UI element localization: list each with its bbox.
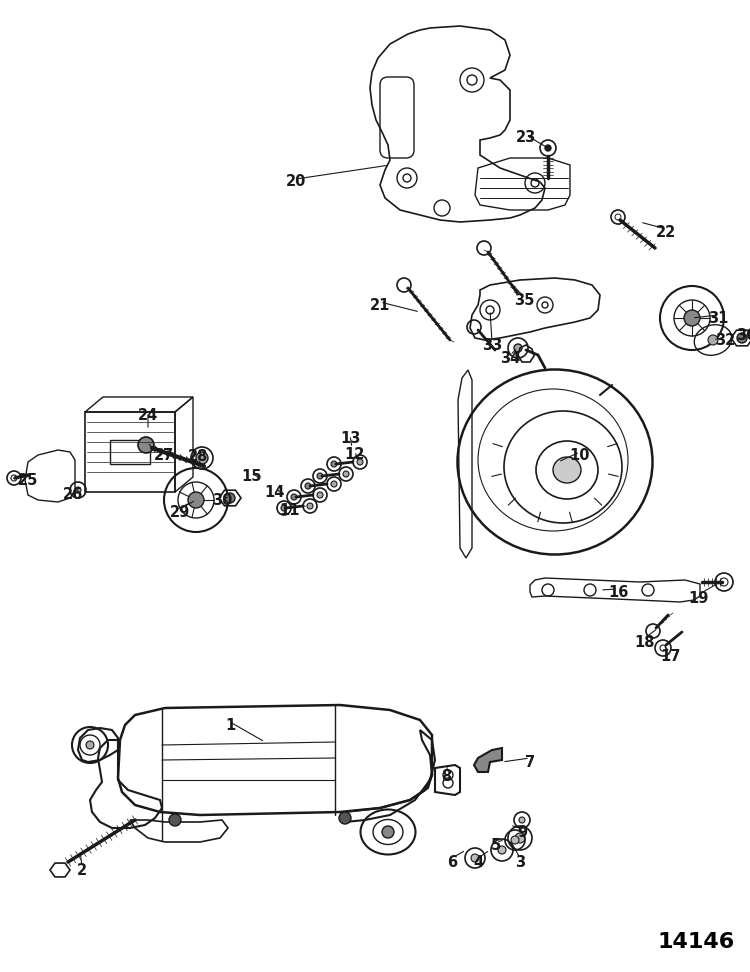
Circle shape xyxy=(305,483,311,489)
Circle shape xyxy=(281,505,287,511)
Text: 29: 29 xyxy=(170,504,190,519)
Text: 26: 26 xyxy=(63,487,83,502)
Text: 22: 22 xyxy=(656,225,676,239)
Text: 35: 35 xyxy=(514,293,534,307)
Text: 14: 14 xyxy=(265,484,285,500)
Circle shape xyxy=(75,487,81,493)
Circle shape xyxy=(514,344,522,352)
Text: 2: 2 xyxy=(77,862,87,878)
Circle shape xyxy=(684,310,700,326)
Circle shape xyxy=(382,826,394,838)
Circle shape xyxy=(225,493,235,503)
Circle shape xyxy=(317,473,323,479)
Circle shape xyxy=(86,741,94,749)
Circle shape xyxy=(343,471,349,477)
Text: 10: 10 xyxy=(570,447,590,463)
Circle shape xyxy=(357,459,363,465)
Ellipse shape xyxy=(553,457,581,483)
Text: 5: 5 xyxy=(490,838,501,852)
Circle shape xyxy=(511,836,519,844)
Circle shape xyxy=(519,817,525,823)
Text: 28: 28 xyxy=(188,448,209,464)
Circle shape xyxy=(471,854,479,862)
Text: 30: 30 xyxy=(211,493,232,507)
Text: 20: 20 xyxy=(286,175,306,190)
Circle shape xyxy=(515,833,525,843)
Text: 8: 8 xyxy=(441,769,452,783)
Text: 25: 25 xyxy=(18,472,38,488)
Text: 11: 11 xyxy=(280,503,300,517)
Text: 21: 21 xyxy=(370,297,390,313)
Text: 14146: 14146 xyxy=(658,932,735,952)
Text: 12: 12 xyxy=(345,446,365,462)
Text: 4: 4 xyxy=(473,854,483,870)
Bar xyxy=(85,412,175,492)
Text: 15: 15 xyxy=(242,469,262,483)
Text: 36: 36 xyxy=(736,328,750,342)
Text: 18: 18 xyxy=(634,635,656,649)
Text: 27: 27 xyxy=(154,447,174,463)
Text: 3: 3 xyxy=(515,854,525,870)
Circle shape xyxy=(339,812,351,824)
Text: 19: 19 xyxy=(688,591,708,606)
Circle shape xyxy=(138,437,154,453)
Text: 16: 16 xyxy=(608,584,628,600)
Circle shape xyxy=(291,494,297,500)
Text: 24: 24 xyxy=(138,407,158,423)
Text: 32: 32 xyxy=(715,332,735,348)
Circle shape xyxy=(169,814,181,826)
Bar xyxy=(110,440,150,464)
Circle shape xyxy=(331,461,337,467)
Circle shape xyxy=(737,333,747,343)
Text: 34: 34 xyxy=(500,351,520,365)
Circle shape xyxy=(545,145,551,151)
Text: 33: 33 xyxy=(482,337,502,353)
Text: 7: 7 xyxy=(525,754,535,770)
Circle shape xyxy=(498,846,506,854)
Text: 31: 31 xyxy=(708,310,728,326)
Text: 9: 9 xyxy=(517,824,527,840)
Circle shape xyxy=(708,335,718,345)
Circle shape xyxy=(196,452,208,464)
Text: 6: 6 xyxy=(447,854,457,870)
Circle shape xyxy=(331,481,337,487)
Circle shape xyxy=(307,503,313,509)
Text: 17: 17 xyxy=(660,648,680,664)
Text: 13: 13 xyxy=(340,431,360,445)
Text: 1: 1 xyxy=(225,717,236,733)
Circle shape xyxy=(188,492,204,508)
Circle shape xyxy=(317,492,323,498)
Text: 23: 23 xyxy=(516,130,536,146)
Polygon shape xyxy=(474,748,502,772)
